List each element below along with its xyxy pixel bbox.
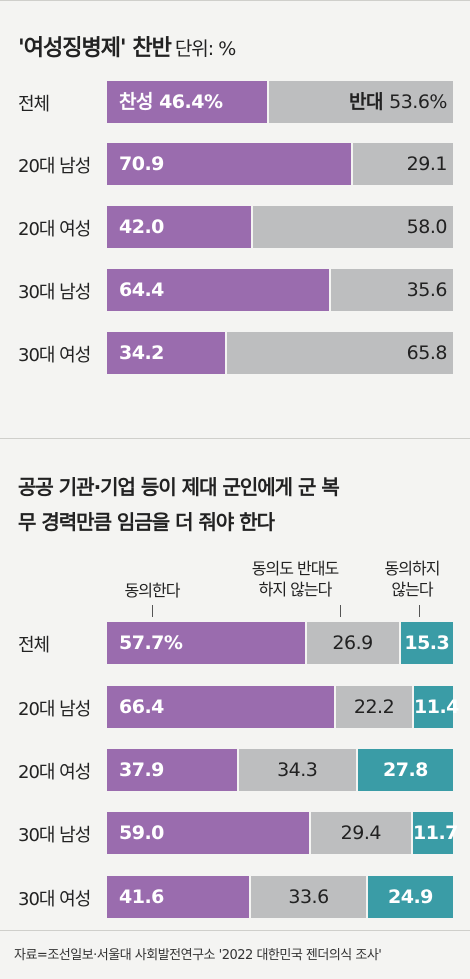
chart2-value-label: 34.3 [277,759,318,781]
chart1-bar-반대: 35.6 [330,269,453,311]
col-head-neutral: 동의도 반대도 하지 않는다 [230,558,360,600]
chart1-bar-찬성: 64.4 [107,269,329,311]
chart2-value-label: 15.3 [404,632,450,654]
chart1-value-label: 65.8 [406,342,448,364]
chart2-bar-동의하지-않는다: 24.9 [367,876,453,918]
col-head-neutral-tick [340,605,341,617]
chart2-bar-동의한다: 57.7% [107,622,305,664]
chart2-value-label: 22.2 [353,696,395,718]
chart1-value-label: 58.0 [406,216,448,238]
chart1-value-label: 70.9 [119,153,164,175]
chart2-row-label: 전체 [18,635,50,656]
chart1-oppose-word: 반대 [349,91,390,113]
chart1-unit-note: 단위: % [174,38,236,60]
chart2-value-label: 59.0 [119,822,164,844]
chart1-row-label: 전체 [18,94,50,115]
chart1-value-label: 35.6 [406,279,448,301]
chart1-bar-찬성: 42.0 [107,206,252,248]
chart2-bar-동의한다: 41.6 [107,876,250,918]
chart2-value-label: 37.9 [119,759,164,781]
chart1-bar-찬성: 34.2 [107,332,225,374]
chart2-bar-동의도-반대도-하지-않는다: 33.6 [251,876,366,918]
chart2-bar-동의도-반대도-하지-않는다: 29.4 [310,812,412,854]
chart1-value-label: 42.0 [119,216,164,238]
chart2-value-label: 24.9 [388,886,433,908]
chart2-value-label: 26.9 [332,632,373,654]
chart1-value-label: 반대 53.6% [349,81,447,123]
chart2-bar-동의하지-않는다: 15.3 [400,622,453,664]
chart1-bar-반대: 58.0 [253,206,453,248]
source-note: 자료=조선일보·서울대 사회발전연구소 '2022 대한민국 젠더의식 조사' [14,948,382,963]
chart2-value-label: 41.6 [119,886,164,908]
col-head-neutral-line1: 동의도 반대도 [251,559,339,578]
chart1-bar-찬성: 찬성 46.4% [107,81,267,123]
chart2-value-label: 33.6 [288,886,329,908]
chart2-row-label: 30대 여성 [18,889,91,910]
chart1-value-label: 29.1 [406,153,448,175]
chart2-value-label: 57.7% [119,632,183,654]
chart2-bar-동의하지-않는다: 11.7 [413,812,458,854]
chart1-bar-반대: 65.8 [226,332,453,374]
col-head-agree: 동의한다 [107,580,197,601]
chart1-bar-찬성: 70.9 [107,143,351,185]
section-divider [0,438,470,439]
chart2-row-label: 20대 여성 [18,762,91,783]
chart1-row-label: 30대 여성 [18,345,91,366]
col-head-neutral-line2: 하지 않는다 [258,580,333,599]
chart1-row-label: 30대 남성 [18,282,91,303]
chart1-title-text: '여성징병제' 찬반 [18,36,172,61]
chart1-oppose-value: 53.6% [389,91,447,113]
chart2-value-label: 27.8 [383,759,428,781]
chart2-bar-동의도-반대도-하지-않는다: 26.9 [306,622,399,664]
col-head-disagree-line2: 않는다 [391,580,433,599]
chart2-row-label: 30대 남성 [18,825,91,846]
chart2-value-label: 66.4 [119,696,164,718]
chart2-value-label: 11.4 [414,696,459,718]
chart2-bar-동의한다: 37.9 [107,749,237,791]
chart1-bar-반대: 29.1 [352,143,453,185]
col-head-disagree: 동의하지 않는다 [364,558,460,600]
chart2-title: 공공 기관·기업 등이 제대 군인에게 군 복무 경력만큼 임금을 더 줘야 한… [18,475,340,534]
chart2-bar-동의하지-않는다: 27.8 [357,749,453,791]
chart1-title: '여성징병제' 찬반 단위: % [18,30,236,62]
chart1-row-label: 20대 남성 [18,156,91,177]
chart2-value-label: 11.7 [413,822,458,844]
chart2-bar-동의한다: 66.4 [107,686,335,728]
chart2-bar-동의한다: 59.0 [107,812,309,854]
chart1-bar-반대: 반대 53.6% [268,81,453,123]
top-rule [0,0,470,1]
chart2-bar-동의도-반대도-하지-않는다: 22.2 [336,686,412,728]
chart1-value-label: 찬성 46.4% [119,91,223,113]
col-head-agree-tick [152,605,153,617]
chart1-value-label: 34.2 [119,342,164,364]
bottom-rule [0,930,470,931]
chart2-bar-동의도-반대도-하지-않는다: 34.3 [238,749,356,791]
col-head-agree-text: 동의한다 [124,581,181,600]
chart1-row-label: 20대 여성 [18,219,91,240]
chart2-bar-동의하지-않는다: 11.4 [414,686,459,728]
chart2-value-label: 29.4 [340,822,382,844]
col-head-disagree-tick [419,605,420,617]
col-head-disagree-line1: 동의하지 [384,559,441,578]
chart1-value-label: 64.4 [119,279,164,301]
chart2-row-label: 20대 남성 [18,699,91,720]
